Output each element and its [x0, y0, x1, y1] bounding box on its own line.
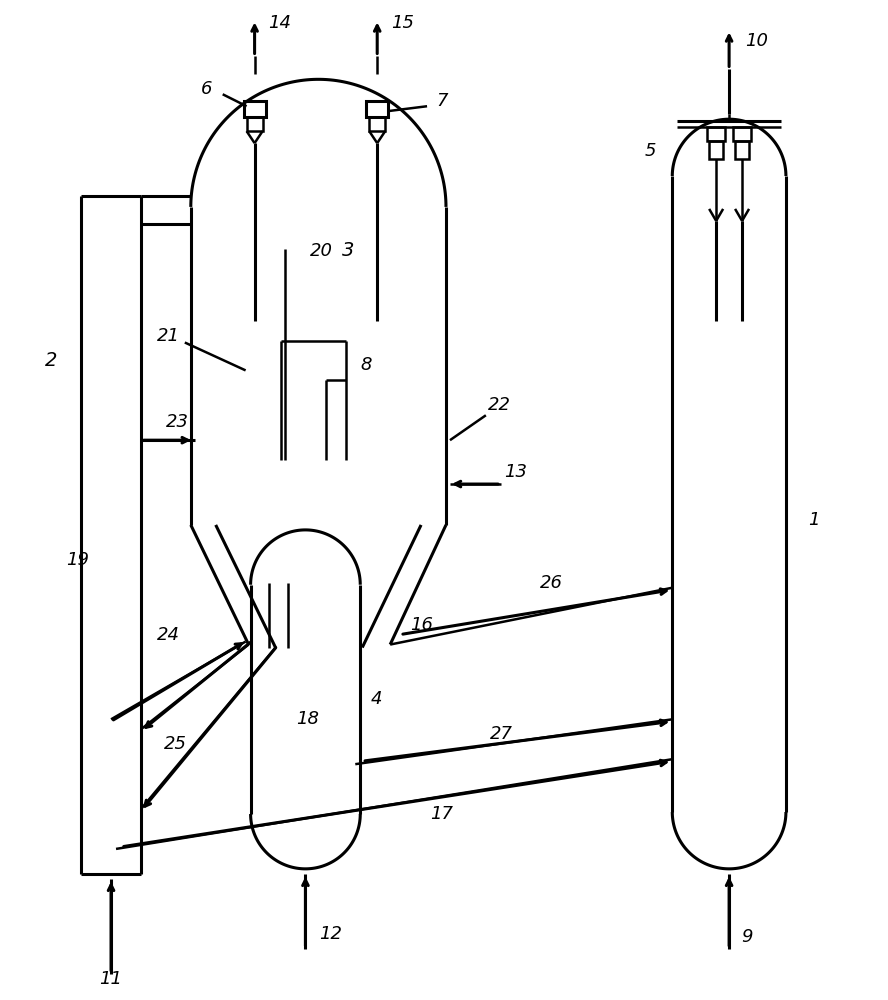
Text: 17: 17	[430, 805, 453, 823]
Text: 9: 9	[741, 928, 752, 946]
Text: 11: 11	[99, 970, 123, 988]
Text: 16: 16	[410, 616, 433, 634]
Text: 3: 3	[342, 241, 354, 260]
Text: 13: 13	[503, 463, 527, 481]
Bar	[735, 141, 749, 159]
Bar	[710, 141, 723, 159]
Text: 15: 15	[392, 14, 414, 32]
Text: 1: 1	[808, 511, 820, 529]
Text: 5: 5	[645, 142, 656, 160]
Text: 20: 20	[311, 242, 333, 260]
Bar	[369, 117, 385, 131]
Text: 25: 25	[164, 735, 187, 753]
Text: 21: 21	[157, 327, 180, 345]
Text: 14: 14	[268, 14, 291, 32]
Text: 7: 7	[436, 92, 448, 110]
Text: 24: 24	[157, 626, 180, 644]
Bar	[247, 117, 263, 131]
Text: 18: 18	[297, 710, 320, 728]
Text: 22: 22	[488, 396, 511, 414]
Bar	[243, 101, 266, 117]
Text: 26: 26	[540, 574, 563, 592]
Text: 8: 8	[361, 356, 372, 374]
Bar	[707, 127, 725, 141]
Text: 23: 23	[166, 413, 189, 431]
Text: 27: 27	[490, 725, 513, 743]
Bar	[733, 127, 751, 141]
Text: 12: 12	[320, 925, 343, 943]
Text: 4: 4	[370, 690, 382, 708]
Text: 2: 2	[44, 351, 57, 370]
Text: 10: 10	[745, 32, 768, 50]
Bar	[366, 101, 388, 117]
Text: 6: 6	[201, 80, 212, 98]
Text: 19: 19	[66, 551, 89, 569]
